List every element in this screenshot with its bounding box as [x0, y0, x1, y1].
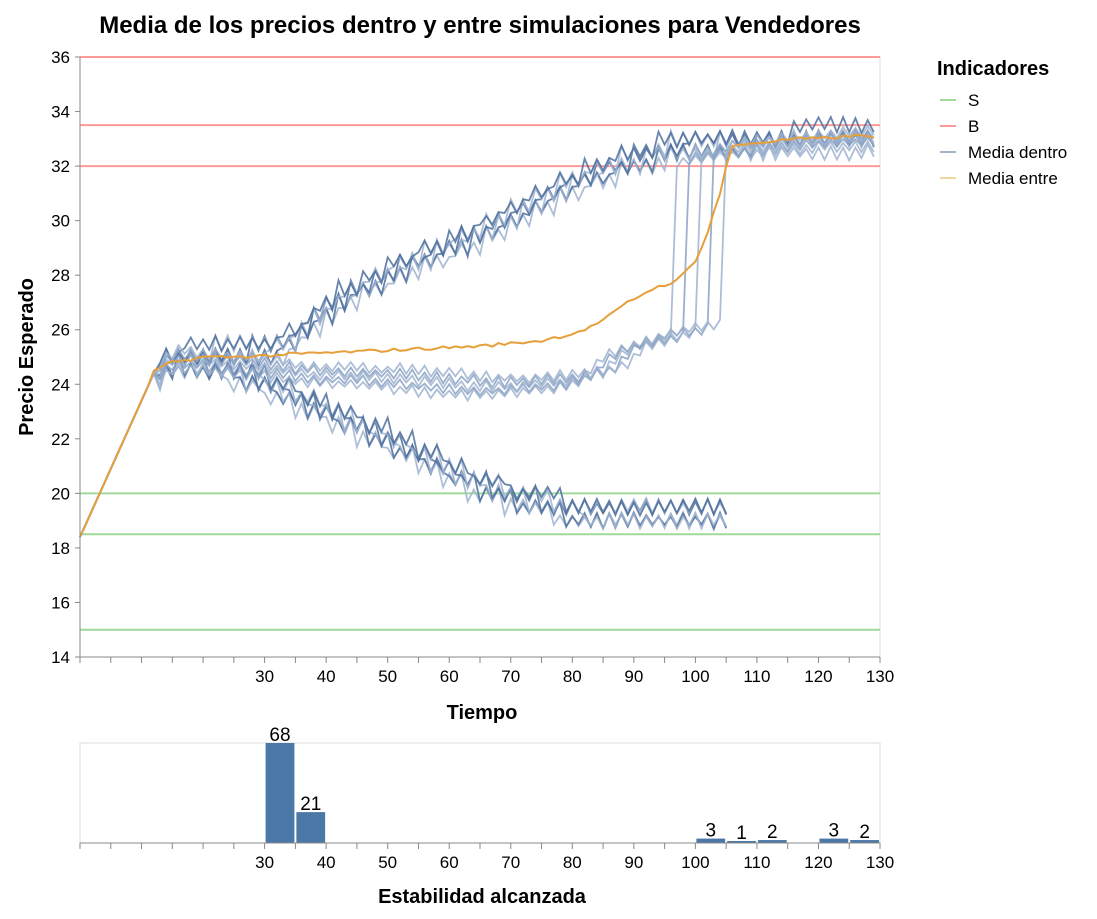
y-tick-label: 32	[51, 157, 70, 176]
x-tick-label: 110	[743, 667, 770, 686]
series-layer	[79, 114, 875, 538]
x-tick-label: 40	[317, 667, 336, 686]
x-tick-label: 70	[501, 667, 520, 686]
y-axis-ticks: 14 16 18 20 22 24 26 28 30 32 34 36	[51, 48, 80, 667]
x-tick-label: 130	[866, 667, 894, 686]
histogram-bar-label: 3	[829, 821, 840, 842]
y-tick-label: 24	[51, 375, 70, 394]
y-tick-label: 16	[51, 593, 70, 612]
y-tick-label: 34	[51, 103, 70, 122]
x-tick-label: 70	[501, 853, 520, 872]
histogram-bar-label: 1	[736, 823, 747, 844]
y-tick-label: 30	[51, 212, 70, 231]
x-tick-label: 50	[378, 853, 397, 872]
histogram-bar-label: 2	[859, 822, 870, 843]
histogram-bar	[265, 743, 295, 843]
histogram-bar	[819, 838, 849, 843]
x-tick-label: 30	[255, 853, 274, 872]
x-tick-label: 80	[563, 853, 582, 872]
media-dentro-line-lower	[79, 346, 728, 538]
media-entre-line	[79, 133, 875, 538]
histogram-bar	[727, 841, 756, 843]
x-tick-label: 130	[866, 853, 894, 872]
media-dentro-line-upper	[79, 128, 875, 538]
histogram-bar	[296, 812, 326, 843]
legend-title: Indicadores	[937, 58, 1049, 80]
x-tick-label: 100	[681, 667, 709, 686]
x-tick-label: 120	[804, 667, 832, 686]
legend-label: S	[968, 91, 979, 110]
x-tick-label: 60	[440, 667, 459, 686]
media-dentro-line-middle	[79, 126, 875, 538]
y-tick-label: 26	[51, 321, 70, 340]
y-tick-label: 22	[51, 430, 70, 449]
media-dentro-line-middle	[79, 136, 875, 538]
media-dentro-line-upper	[79, 114, 875, 538]
histogram-bar	[696, 838, 726, 843]
media-dentro-line-upper	[79, 128, 875, 538]
histogram-bar-label: 21	[300, 794, 321, 815]
legend: Indicadores SB Media dentro Media entre	[937, 58, 1067, 188]
y-axis-title: Precio Esperado	[16, 278, 38, 436]
histogram-x-axis-title: Estabilidad alcanzada	[378, 886, 587, 908]
legend-label: Media entre	[968, 169, 1058, 188]
histogram-bar	[757, 840, 787, 843]
media-dentro-line-middle	[79, 124, 875, 538]
x-axis-title: Tiempo	[447, 702, 518, 724]
histogram-x-axis-ticks: 30 40 50 60 70 80 90 100 110 120 130	[79, 843, 894, 872]
media-dentro-line-middle	[79, 131, 875, 538]
histogram-bar-label: 2	[767, 822, 778, 843]
histogram-bar-label: 3	[705, 821, 716, 842]
y-tick-label: 36	[51, 48, 70, 67]
x-tick-label: 100	[681, 853, 709, 872]
histogram-bar	[850, 840, 879, 843]
histogram-frame	[79, 742, 881, 844]
x-tick-label: 110	[743, 853, 770, 872]
x-tick-label: 50	[378, 667, 397, 686]
x-tick-label: 40	[317, 853, 336, 872]
x-tick-label: 90	[624, 667, 643, 686]
legend-label: B	[968, 117, 979, 136]
y-tick-label: 14	[51, 648, 70, 667]
x-axis-ticks: 30 40 50 60 70 80 90 100 110 120 130	[79, 657, 894, 686]
legend-label: Media dentro	[968, 143, 1067, 162]
media-dentro-line-upper	[79, 127, 875, 538]
y-tick-label: 20	[51, 484, 70, 503]
reference-lines	[80, 56, 880, 631]
chart-title: Media de los precios dentro y entre simu…	[99, 12, 861, 39]
y-tick-label: 28	[51, 266, 70, 285]
x-tick-label: 120	[804, 853, 832, 872]
media-dentro-line-upper	[79, 129, 875, 538]
histogram-bar-label: 68	[269, 725, 290, 746]
x-tick-label: 80	[563, 667, 582, 686]
y-tick-label: 18	[51, 539, 70, 558]
x-tick-label: 30	[255, 667, 274, 686]
x-tick-label: 60	[440, 853, 459, 872]
x-tick-label: 90	[624, 853, 643, 872]
